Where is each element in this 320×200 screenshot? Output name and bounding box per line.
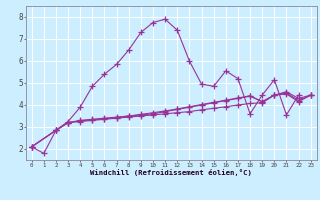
X-axis label: Windchill (Refroidissement éolien,°C): Windchill (Refroidissement éolien,°C) (90, 169, 252, 176)
